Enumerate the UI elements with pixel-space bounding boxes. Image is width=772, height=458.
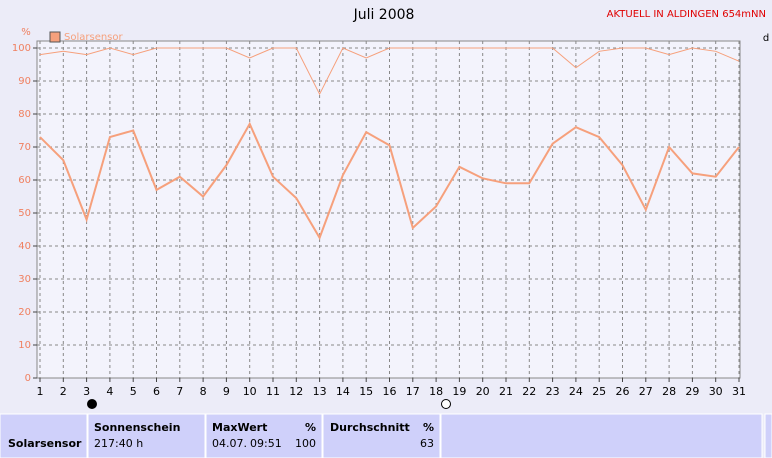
column-header: Durchschnitt [330, 421, 410, 434]
x-tick-label: 15 [359, 385, 373, 398]
x-tick-label: 20 [476, 385, 490, 398]
moon-icon [87, 399, 97, 409]
x-tick-label: 14 [336, 385, 350, 398]
data-line [39, 121, 740, 241]
chart-title: Juli 2008 [353, 7, 415, 23]
y-tick-label: 20 [18, 307, 31, 318]
x-tick-label: 2 [60, 385, 67, 398]
x-tick-label: 29 [685, 385, 699, 398]
x-tick-label: 13 [313, 385, 327, 398]
x-tick-label: 10 [243, 385, 257, 398]
column-unit: % [423, 421, 434, 434]
data-line [39, 47, 740, 96]
table-cell [87, 413, 206, 458]
cell-time: 09:51 [250, 437, 282, 450]
legend-label: Solarsensor [64, 32, 124, 43]
x-tick-label: 5 [130, 385, 137, 398]
x-tick-label: 16 [383, 385, 397, 398]
x-tick-label: 6 [153, 385, 160, 398]
y-tick-label: 10 [18, 340, 31, 351]
legend-swatch [49, 31, 61, 43]
x-tick-label: 21 [499, 385, 513, 398]
x-tick-label: 31 [732, 385, 746, 398]
row-label: Solarsensor [8, 437, 82, 450]
x-tick-label: 25 [592, 385, 606, 398]
y-tick-label: 40 [18, 241, 31, 252]
x-tick-label: 11 [266, 385, 280, 398]
cell-value: 100 [295, 437, 316, 450]
x-tick-label: 27 [639, 385, 653, 398]
x-tick-label: 22 [522, 385, 536, 398]
y2-axis-label: d [763, 33, 769, 44]
x-tick-label: 4 [106, 385, 113, 398]
x-tick-label: 7 [176, 385, 183, 398]
x-tick-label: 12 [289, 385, 303, 398]
y-tick-label: 90 [18, 76, 31, 87]
table-cell [322, 413, 441, 458]
column-header: Sonnenschein [94, 421, 180, 434]
x-tick-label: 24 [569, 385, 583, 398]
summary-table: Solarsensor Sonnenschein 217:40 h MaxWer… [0, 413, 772, 458]
y-tick-label: 70 [18, 142, 31, 153]
cell-value: 63 [420, 437, 434, 450]
y-tick-label: 0 [25, 373, 31, 384]
table-cell [0, 413, 88, 458]
table-cell [764, 413, 772, 458]
cell-value: 217:40 h [94, 437, 143, 450]
table-cell [440, 413, 763, 458]
x-tick-label: 17 [406, 385, 420, 398]
x-tick-label: 23 [546, 385, 560, 398]
moon-icon [441, 399, 451, 409]
column-header: MaxWert [212, 421, 267, 434]
x-tick-label: 28 [662, 385, 676, 398]
y-tick-label: 100 [12, 43, 31, 54]
x-tick-label: 8 [200, 385, 207, 398]
plot-area [36, 40, 741, 379]
y-tick-label: 60 [18, 175, 31, 186]
x-tick-label: 9 [223, 385, 230, 398]
column-unit: % [305, 421, 316, 434]
y-tick-label: 80 [18, 109, 31, 120]
station-label: AKTUELL IN ALDINGEN 654mNN [607, 9, 766, 20]
y-axis-label: % [21, 27, 31, 38]
x-tick-label: 3 [83, 385, 90, 398]
cell-date: 04.07. [212, 437, 247, 450]
table-cell [205, 413, 323, 458]
x-tick-label: 19 [452, 385, 466, 398]
y-tick-label: 30 [18, 274, 31, 285]
x-tick-label: 26 [616, 385, 630, 398]
x-tick-label: 18 [429, 385, 443, 398]
y-tick-label: 50 [18, 208, 31, 219]
x-tick-label: 1 [37, 385, 44, 398]
x-tick-label: 30 [709, 385, 723, 398]
